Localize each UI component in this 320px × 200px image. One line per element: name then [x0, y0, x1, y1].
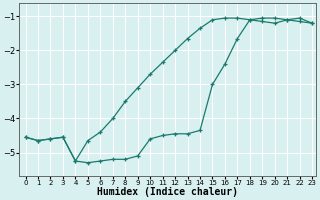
X-axis label: Humidex (Indice chaleur): Humidex (Indice chaleur) [97, 187, 238, 197]
